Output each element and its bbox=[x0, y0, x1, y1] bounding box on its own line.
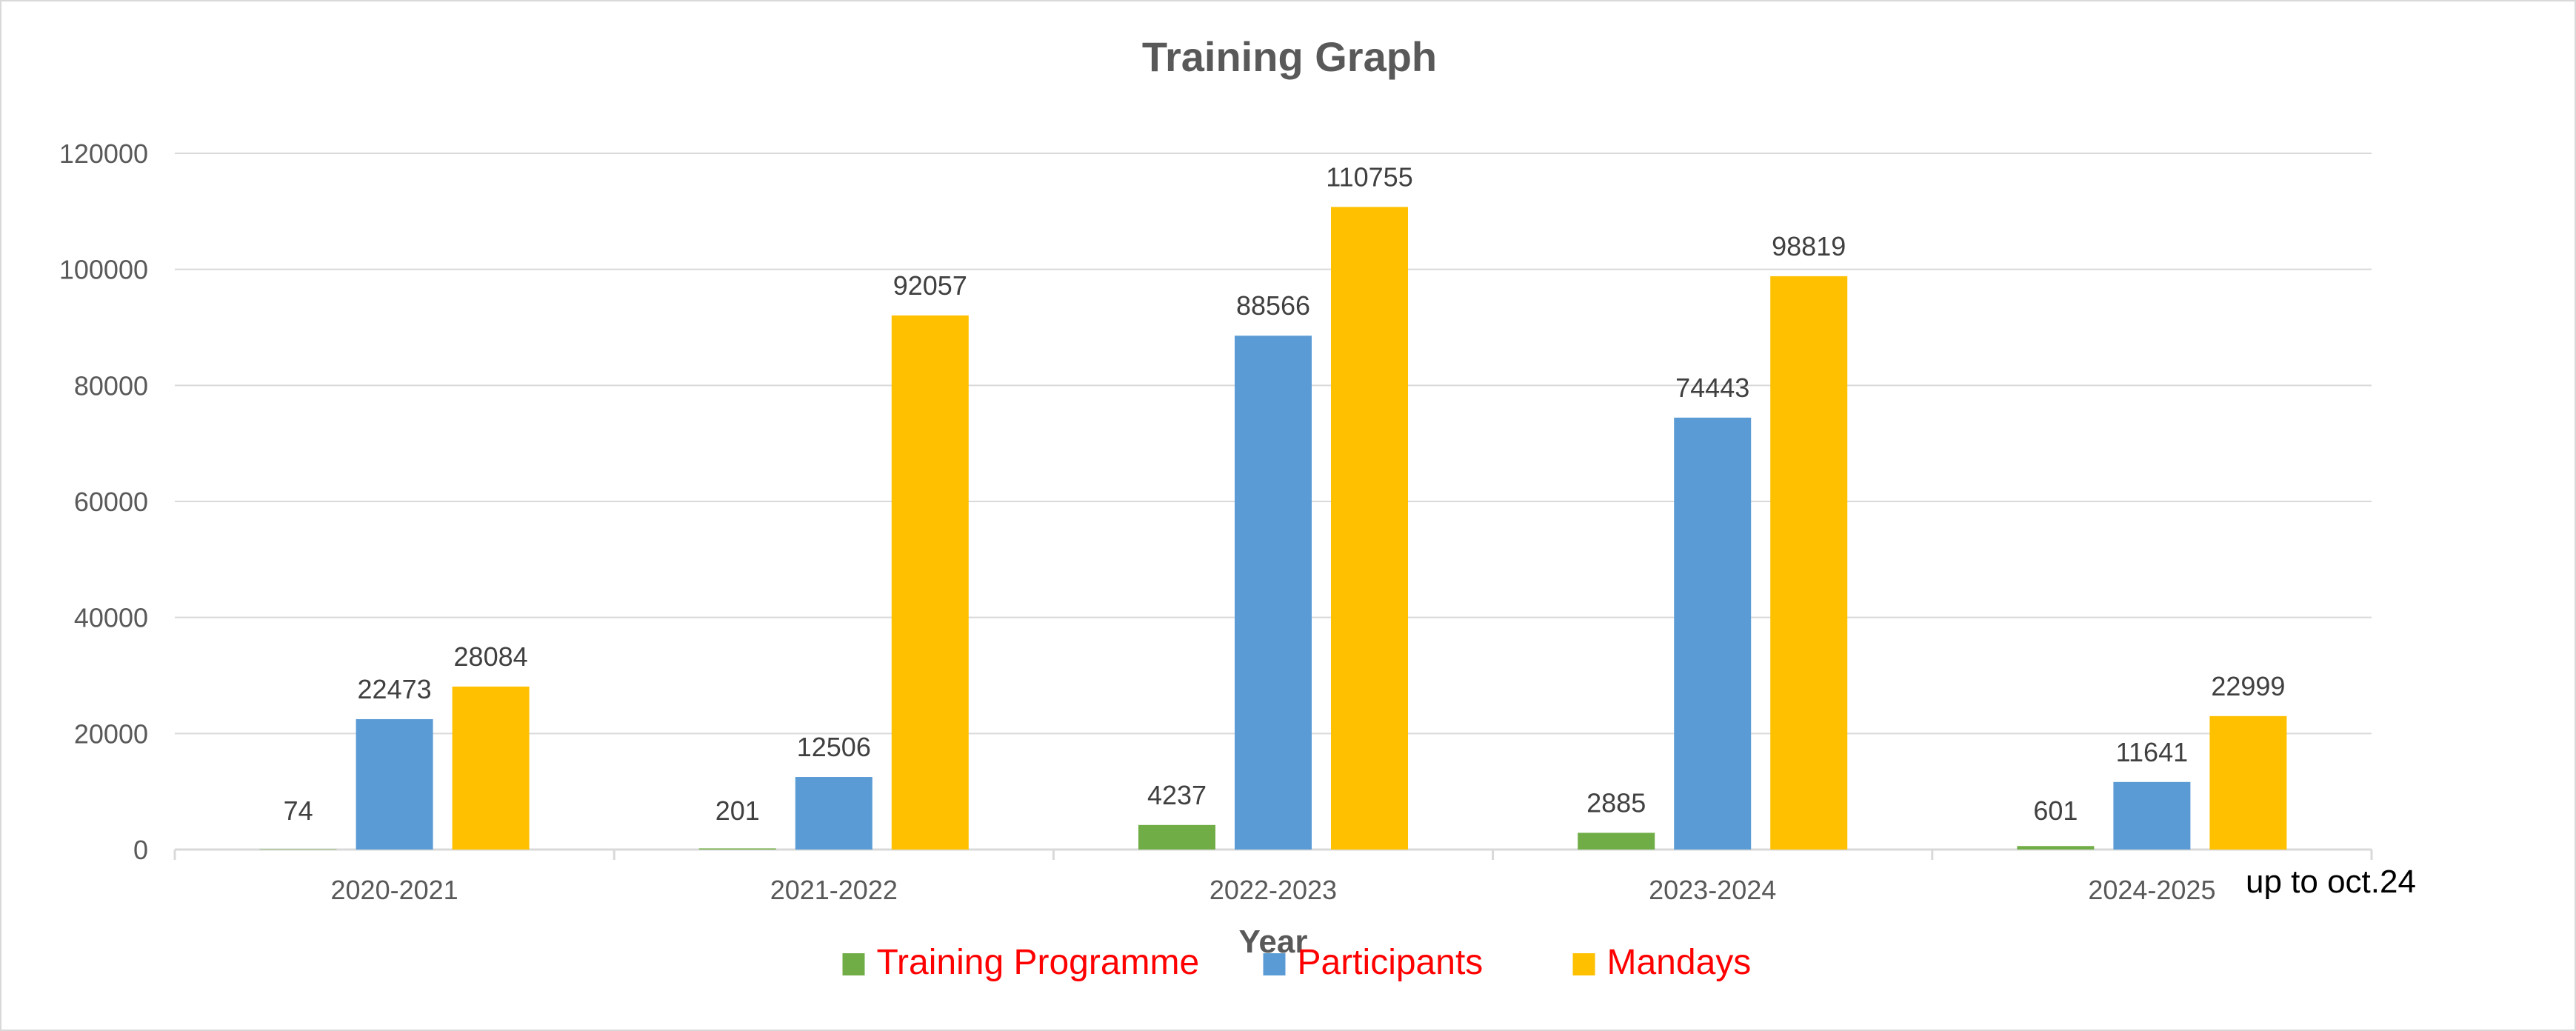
y-tick-label: 100000 bbox=[59, 255, 148, 285]
bar-mandays bbox=[1770, 276, 1848, 850]
legend-swatch bbox=[842, 953, 865, 975]
legend-swatch bbox=[1263, 953, 1286, 975]
y-tick-label: 80000 bbox=[74, 370, 148, 401]
y-tick-label: 0 bbox=[133, 835, 148, 865]
x-tick-label: 2020-2021 bbox=[331, 875, 458, 905]
bar-training-programme bbox=[259, 849, 337, 850]
bar-training-programme bbox=[2017, 846, 2095, 850]
data-label: 74443 bbox=[1675, 373, 1749, 403]
x-tick-label: 2023-2024 bbox=[1649, 875, 1776, 905]
data-label: 201 bbox=[715, 795, 760, 826]
bar-training-programme bbox=[1138, 824, 1215, 850]
chart-title: Training Graph bbox=[1142, 33, 1437, 80]
x-tick-label: 2024-2025 bbox=[2088, 875, 2215, 905]
data-label: 12506 bbox=[797, 732, 871, 762]
data-label: 74 bbox=[284, 795, 313, 826]
x-tick-label: 2022-2023 bbox=[1209, 875, 1337, 905]
bar-participants bbox=[356, 718, 433, 850]
legend: Training Programme Participants Mandays bbox=[842, 943, 1752, 982]
data-label: 601 bbox=[2033, 795, 2078, 826]
bar-training-programme bbox=[698, 848, 776, 850]
bar-mandays bbox=[452, 687, 530, 850]
legend-entry: Participants bbox=[1298, 943, 1484, 982]
x-tick-label: 2021-2022 bbox=[770, 875, 898, 905]
chart-annotation: up to oct.24 bbox=[2246, 864, 2416, 900]
bar-mandays bbox=[891, 315, 969, 850]
data-label: 22999 bbox=[2211, 671, 2285, 701]
data-label: 88566 bbox=[1236, 290, 1310, 321]
data-labels: 74 22473 28084 201 12506 92057 4237 88566 110755… bbox=[284, 161, 2286, 826]
y-tick-label: 60000 bbox=[74, 487, 148, 517]
bar-training-programme bbox=[1578, 833, 1655, 850]
data-label: 11641 bbox=[2116, 737, 2188, 767]
y-tick-label: 20000 bbox=[74, 718, 148, 749]
y-tick-label: 40000 bbox=[74, 603, 148, 633]
data-label: 4237 bbox=[1147, 780, 1207, 810]
bar-participants bbox=[795, 777, 872, 850]
bar-participants bbox=[1674, 417, 1752, 850]
data-label: 98819 bbox=[1772, 231, 1846, 261]
y-tick-label: 120000 bbox=[59, 139, 148, 169]
bars bbox=[259, 207, 2287, 850]
data-label: 92057 bbox=[893, 270, 967, 301]
bar-mandays bbox=[1331, 207, 1408, 850]
data-label: 110755 bbox=[1326, 161, 1412, 192]
data-label: 2885 bbox=[1586, 787, 1646, 818]
data-label: 28084 bbox=[454, 641, 528, 672]
legend-swatch bbox=[1572, 953, 1595, 975]
bar-mandays bbox=[2209, 715, 2287, 850]
legend-entry: Training Programme bbox=[877, 943, 1200, 982]
bar-participants bbox=[2113, 781, 2191, 850]
legend-entry: Mandays bbox=[1607, 943, 1752, 982]
data-label: 22473 bbox=[358, 674, 432, 704]
bar-participants bbox=[1235, 336, 1312, 850]
